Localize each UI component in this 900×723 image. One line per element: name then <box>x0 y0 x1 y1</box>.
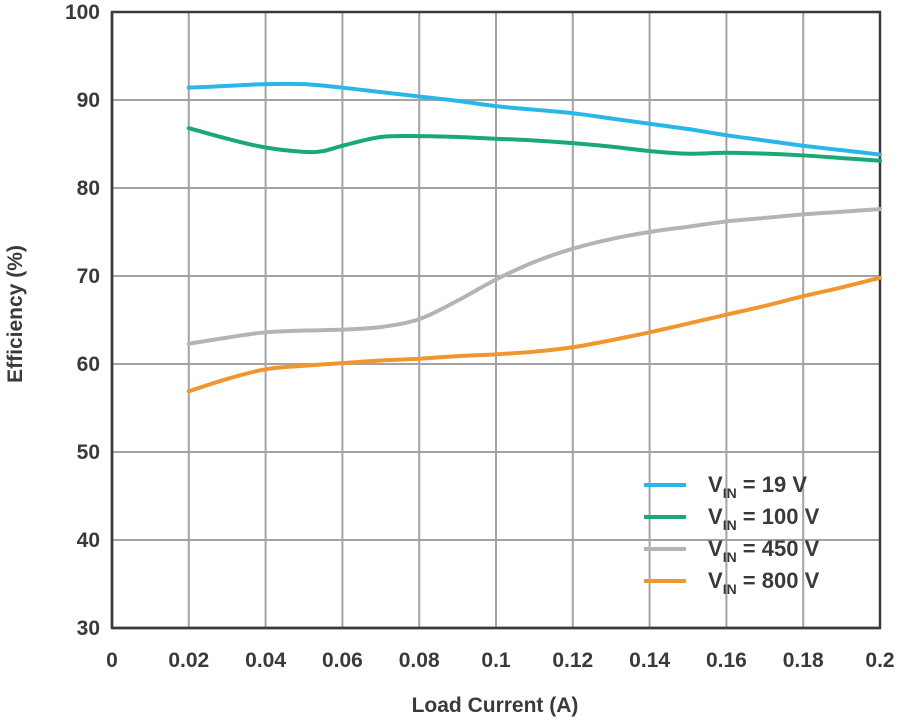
series-line-2 <box>186 126 882 163</box>
plot-frame <box>110 10 882 630</box>
legend-label: VIN = 450 V <box>708 536 820 565</box>
x-tick-label: 0.1 <box>481 649 511 672</box>
x-tick-label: 0.12 <box>552 649 593 672</box>
series-line-3 <box>186 207 882 346</box>
legend-label: VIN = 19 V <box>708 472 807 501</box>
legend: VIN = 19 V VIN = 100 V VIN = 450 V VIN = 80… <box>644 472 820 597</box>
x-tick-label: 0.04 <box>245 649 286 672</box>
series-line-4 <box>186 275 882 394</box>
y-tick-label: 100 <box>65 1 100 24</box>
x-tick-label: 0.08 <box>399 649 440 672</box>
x-tick-label: 0.2 <box>865 649 894 672</box>
x-tick-label: 0.16 <box>706 649 747 672</box>
x-axis-title: Load Current (A) <box>412 694 579 717</box>
legend-label: VIN = 800 V <box>708 568 820 597</box>
y-tick-label: 90 <box>77 89 100 112</box>
grid <box>110 10 882 630</box>
x-axis-ticks: 0 0.02 0.04 0.06 0.08 0.1 0.12 0.14 0.16 0.18 0.2 <box>106 649 894 672</box>
x-tick-label: 0.14 <box>629 649 670 672</box>
y-tick-label: 80 <box>77 177 100 200</box>
y-axis-ticks: 30 40 50 60 70 80 90 100 <box>65 1 100 640</box>
y-axis-title: Efficiency (%) <box>4 245 27 383</box>
legend-label: VIN = 100 V <box>708 504 820 533</box>
y-tick-label: 50 <box>77 441 100 464</box>
y-tick-label: 70 <box>77 265 100 288</box>
x-tick-label: 0.06 <box>322 649 363 672</box>
x-tick-label: 0 <box>106 649 118 672</box>
y-tick-label: 40 <box>77 529 100 552</box>
x-tick-label: 0.02 <box>168 649 209 672</box>
series-line-1 <box>186 81 882 157</box>
x-tick-label: 0.18 <box>783 649 824 672</box>
y-tick-label: 30 <box>77 617 100 640</box>
series-lines <box>186 81 882 394</box>
y-tick-label: 60 <box>77 353 100 376</box>
